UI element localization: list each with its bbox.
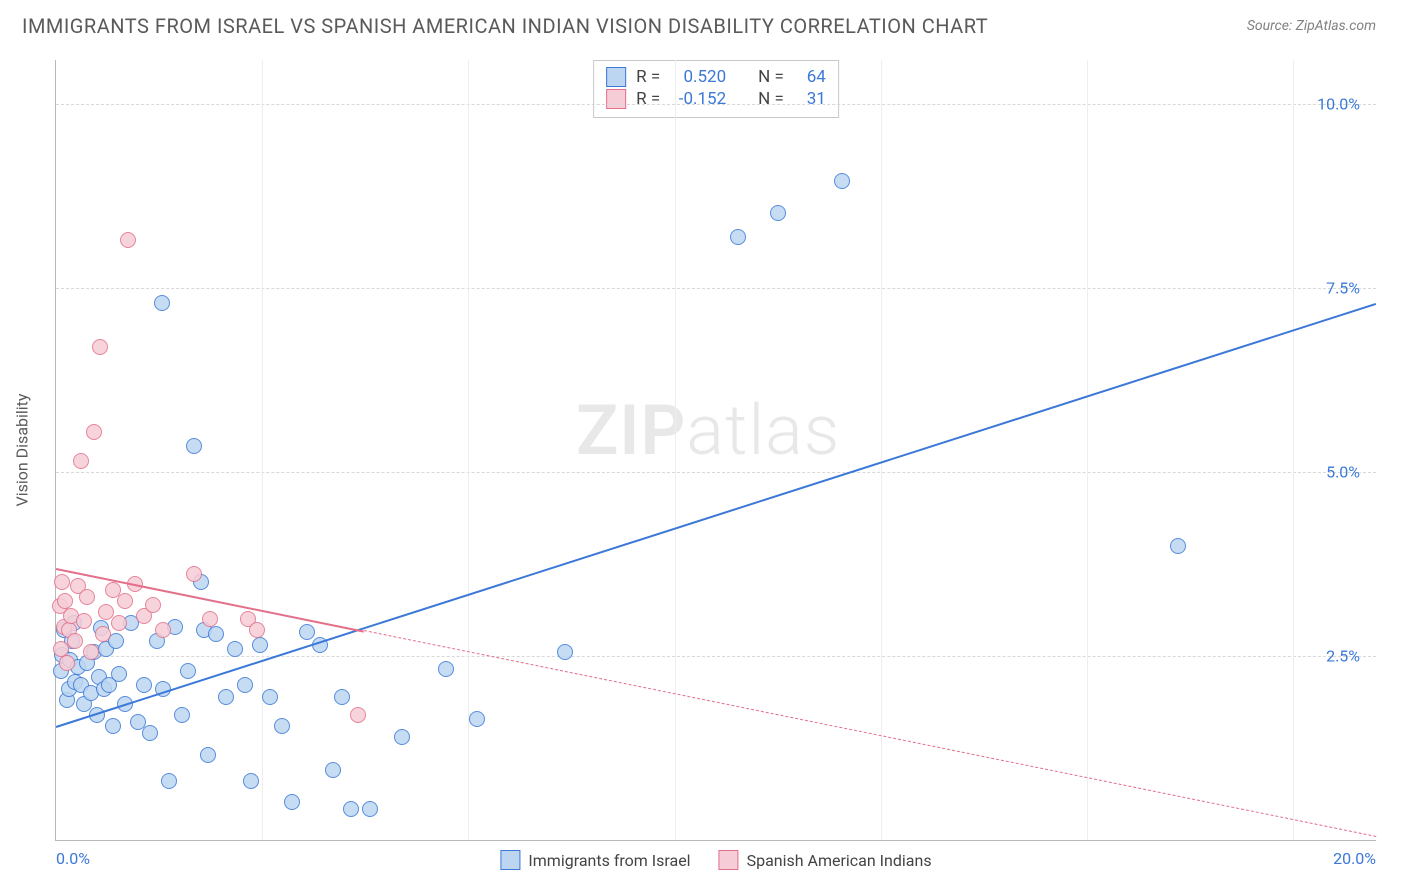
series-legend-item: Spanish American Indians	[719, 850, 932, 870]
gridline-vertical	[468, 60, 469, 840]
data-point	[186, 566, 202, 582]
data-point	[92, 339, 108, 355]
data-point	[208, 626, 224, 642]
legend-swatch	[606, 89, 626, 109]
data-point	[76, 613, 92, 629]
data-point	[59, 655, 75, 671]
data-point	[299, 624, 315, 640]
data-point	[202, 611, 218, 627]
data-point	[83, 644, 99, 660]
watermark: ZIPatlas	[576, 390, 840, 472]
series-legend-label: Immigrants from Israel	[528, 851, 690, 870]
scatter-plot: Vision Disability ZIPatlas R =0.520N =64…	[55, 60, 1376, 841]
gridline-vertical	[262, 60, 263, 840]
data-point	[343, 801, 359, 817]
data-point	[334, 689, 350, 705]
data-point	[284, 794, 300, 810]
data-point	[770, 205, 786, 221]
data-point	[145, 597, 161, 613]
data-point	[57, 593, 73, 609]
stat-legend-row: R = 0.520 N = 64	[606, 67, 826, 87]
data-point	[730, 229, 746, 245]
legend-swatch	[719, 850, 739, 870]
stat-n-label: N =	[758, 89, 784, 109]
data-point	[249, 622, 265, 638]
data-point	[218, 689, 234, 705]
data-point	[180, 663, 196, 679]
data-point	[67, 633, 83, 649]
data-point	[120, 232, 136, 248]
stat-r-label: R =	[636, 67, 660, 87]
series-legend-item: Immigrants from Israel	[500, 850, 690, 870]
data-point	[54, 574, 70, 590]
legend-swatch	[606, 67, 626, 87]
data-point	[557, 644, 573, 660]
stat-r-label: R =	[636, 89, 660, 109]
data-point	[136, 677, 152, 693]
data-point	[243, 773, 259, 789]
data-point	[834, 173, 850, 189]
data-point	[274, 718, 290, 734]
trend-line	[56, 303, 1377, 728]
stat-legend-row: R = -0.152 N = 31	[606, 89, 826, 109]
legend-swatch	[500, 850, 520, 870]
data-point	[237, 677, 253, 693]
gridline-horizontal	[56, 472, 1376, 473]
source-attribution: Source: ZipAtlas.com	[1247, 18, 1376, 34]
gridline-horizontal	[56, 288, 1376, 289]
data-point	[438, 661, 454, 677]
data-point	[362, 801, 378, 817]
stat-r-value: -0.152	[670, 89, 726, 109]
y-tick-label: 5.0%	[1326, 463, 1360, 482]
data-point	[105, 718, 121, 734]
gridline-horizontal	[56, 656, 1376, 657]
data-point	[469, 711, 485, 727]
gridline-vertical	[881, 60, 882, 840]
data-point	[186, 438, 202, 454]
data-point	[95, 626, 111, 642]
data-point	[252, 637, 268, 653]
data-point	[111, 666, 127, 682]
stat-n-label: N =	[758, 67, 784, 87]
x-tick-label: 20.0%	[1333, 849, 1376, 868]
y-tick-label: 7.5%	[1326, 279, 1360, 298]
data-point	[262, 689, 278, 705]
x-tick-label: 0.0%	[56, 849, 90, 868]
correlation-stats-legend: R = 0.520 N = 64 R = -0.152 N = 31	[593, 60, 839, 118]
data-point	[227, 641, 243, 657]
stat-r-value: 0.520	[670, 67, 726, 87]
stat-n-value: 64	[794, 67, 826, 87]
gridline-vertical	[675, 60, 676, 840]
data-point	[161, 773, 177, 789]
trend-line	[364, 630, 1376, 837]
data-point	[86, 424, 102, 440]
stat-n-value: 31	[794, 89, 826, 109]
data-point	[111, 615, 127, 631]
data-point	[200, 747, 216, 763]
data-point	[1170, 538, 1186, 554]
data-point	[350, 707, 366, 723]
y-tick-label: 10.0%	[1317, 95, 1360, 114]
series-legend-label: Spanish American Indians	[747, 851, 932, 870]
data-point	[394, 729, 410, 745]
y-tick-label: 2.5%	[1326, 647, 1360, 666]
data-point	[73, 453, 89, 469]
gridline-horizontal	[56, 104, 1376, 105]
gridline-vertical	[1087, 60, 1088, 840]
chart-title: IMMIGRANTS FROM ISRAEL VS SPANISH AMERIC…	[22, 14, 988, 38]
data-point	[142, 725, 158, 741]
data-point	[117, 593, 133, 609]
series-legend: Immigrants from Israel Spanish American I…	[500, 850, 931, 870]
data-point	[174, 707, 190, 723]
data-point	[325, 762, 341, 778]
data-point	[79, 589, 95, 605]
gridline-vertical	[1293, 60, 1294, 840]
y-axis-label: Vision Disability	[13, 394, 32, 507]
data-point	[154, 295, 170, 311]
data-point	[155, 622, 171, 638]
